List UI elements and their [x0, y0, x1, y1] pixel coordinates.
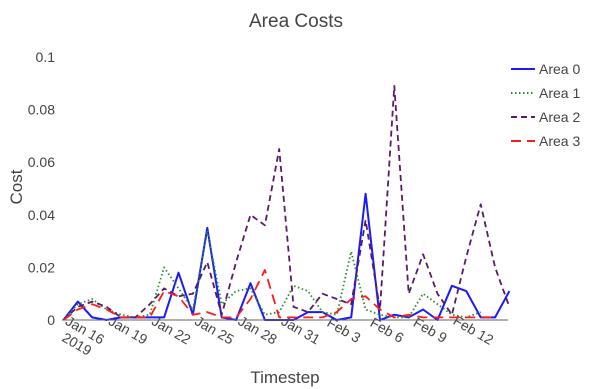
y-tick-label: 0.02 [28, 259, 55, 275]
x-tick: Jan 28 [235, 313, 280, 348]
x-tick: Jan 31 [279, 313, 324, 348]
x-tick: Feb 6 [368, 314, 407, 346]
plot-area [62, 85, 511, 321]
x-tick-label: Feb 9 [411, 314, 450, 346]
chart-title: Area Costs [249, 11, 343, 32]
x-tick: Feb 9 [411, 314, 450, 346]
x-tick-label: Jan 31 [279, 313, 324, 348]
y-axis-ticks: 0 0.02 0.04 0.06 0.08 0.1 [28, 49, 55, 328]
series-line-area-1 [62, 229, 482, 321]
y-axis-label: Cost [7, 169, 26, 204]
series-line-area-2 [62, 85, 511, 321]
legend-label: Area 2 [539, 109, 580, 125]
y-tick-label: 0.06 [28, 154, 55, 170]
x-tick-label: Jan 28 [235, 313, 280, 348]
legend: Area 0 Area 1 Area 2 Area 3 [511, 61, 580, 149]
x-tick-label: Feb 6 [368, 314, 407, 346]
legend-label: Area 0 [539, 61, 580, 77]
y-tick-label: 0.04 [28, 207, 55, 223]
x-axis-label: Timestep [250, 368, 319, 387]
y-tick-label: 0 [47, 312, 55, 328]
y-tick-label: 0.08 [28, 102, 55, 118]
y-tick-label: 0.1 [36, 49, 56, 65]
legend-label: Area 3 [539, 133, 580, 149]
legend-label: Area 1 [539, 85, 580, 101]
series-line-area-3 [62, 269, 496, 321]
